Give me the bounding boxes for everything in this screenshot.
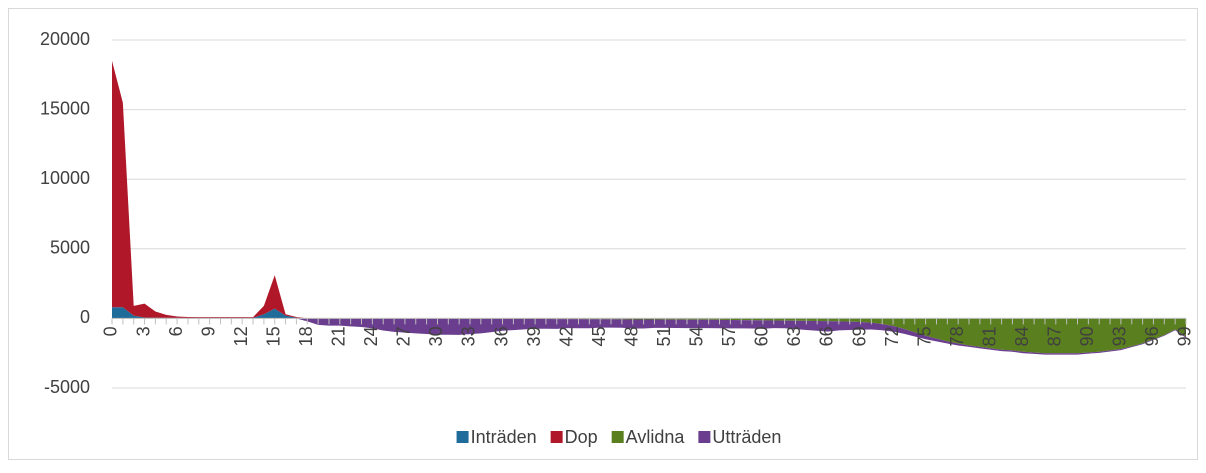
x-tick-label: 54 xyxy=(687,326,707,346)
legend: Inträden Dop Avlidna Utträden xyxy=(456,427,781,447)
area xyxy=(112,318,1186,355)
x-tick-label: 33 xyxy=(459,326,479,346)
y-tick-label: 0 xyxy=(80,307,90,327)
x-tick-label: 12 xyxy=(231,326,251,346)
x-tick-label: 66 xyxy=(817,326,837,346)
x-tick-label: 60 xyxy=(752,326,772,346)
x-tick-label: 42 xyxy=(556,326,576,346)
x-tick-label: 51 xyxy=(654,326,674,346)
legend-label: Inträden xyxy=(471,427,537,447)
x-tick-label: 3 xyxy=(133,326,153,336)
x-tick-label: 75 xyxy=(914,326,934,346)
x-tick-label: 6 xyxy=(166,326,186,336)
x-tick-label: 45 xyxy=(589,326,609,346)
legend-swatch xyxy=(550,431,563,443)
x-tick-label: 48 xyxy=(621,326,641,346)
x-tick-label: 90 xyxy=(1077,326,1097,346)
x-tick-label: 99 xyxy=(1175,326,1195,346)
legend-swatch xyxy=(456,431,469,443)
area xyxy=(112,318,1186,354)
x-tick-label: 27 xyxy=(394,326,414,346)
x-tick-label: 63 xyxy=(784,326,804,346)
legend-label: Utträden xyxy=(712,427,781,447)
legend-swatch xyxy=(698,431,711,443)
x-tick-label: 9 xyxy=(198,326,218,336)
legend-swatch xyxy=(611,431,624,443)
x-tick-label: 18 xyxy=(296,326,316,346)
x-tick-label: 24 xyxy=(361,326,381,346)
x-tick-label: 93 xyxy=(1110,326,1130,346)
legend-label: Avlidna xyxy=(626,427,686,447)
y-tick-label: 10000 xyxy=(40,168,90,188)
y-tick-label: 15000 xyxy=(40,98,90,118)
x-tick-label: 21 xyxy=(329,326,349,346)
x-tick-label: 57 xyxy=(719,326,739,346)
x-tick-label: 81 xyxy=(979,326,999,346)
legend-label: Dop xyxy=(565,427,598,447)
x-tick-label: 78 xyxy=(947,326,967,346)
x-tick-label: 30 xyxy=(426,326,446,346)
y-tick-label: -5000 xyxy=(44,377,90,397)
y-tick-label: 5000 xyxy=(50,238,90,258)
x-tick-label: 72 xyxy=(882,326,902,346)
x-tick-label: 15 xyxy=(263,326,283,346)
x-tick-label: 39 xyxy=(524,326,544,346)
x-tick-label: 69 xyxy=(849,326,869,346)
x-tick-label: 96 xyxy=(1142,326,1162,346)
x-tick-label: 36 xyxy=(491,326,511,346)
x-tick-label: 84 xyxy=(1012,326,1032,346)
chart-frame xyxy=(8,8,1198,460)
x-tick-label: 0 xyxy=(101,326,121,336)
y-tick-label: 20000 xyxy=(40,29,90,49)
x-tick-label: 87 xyxy=(1045,326,1065,346)
